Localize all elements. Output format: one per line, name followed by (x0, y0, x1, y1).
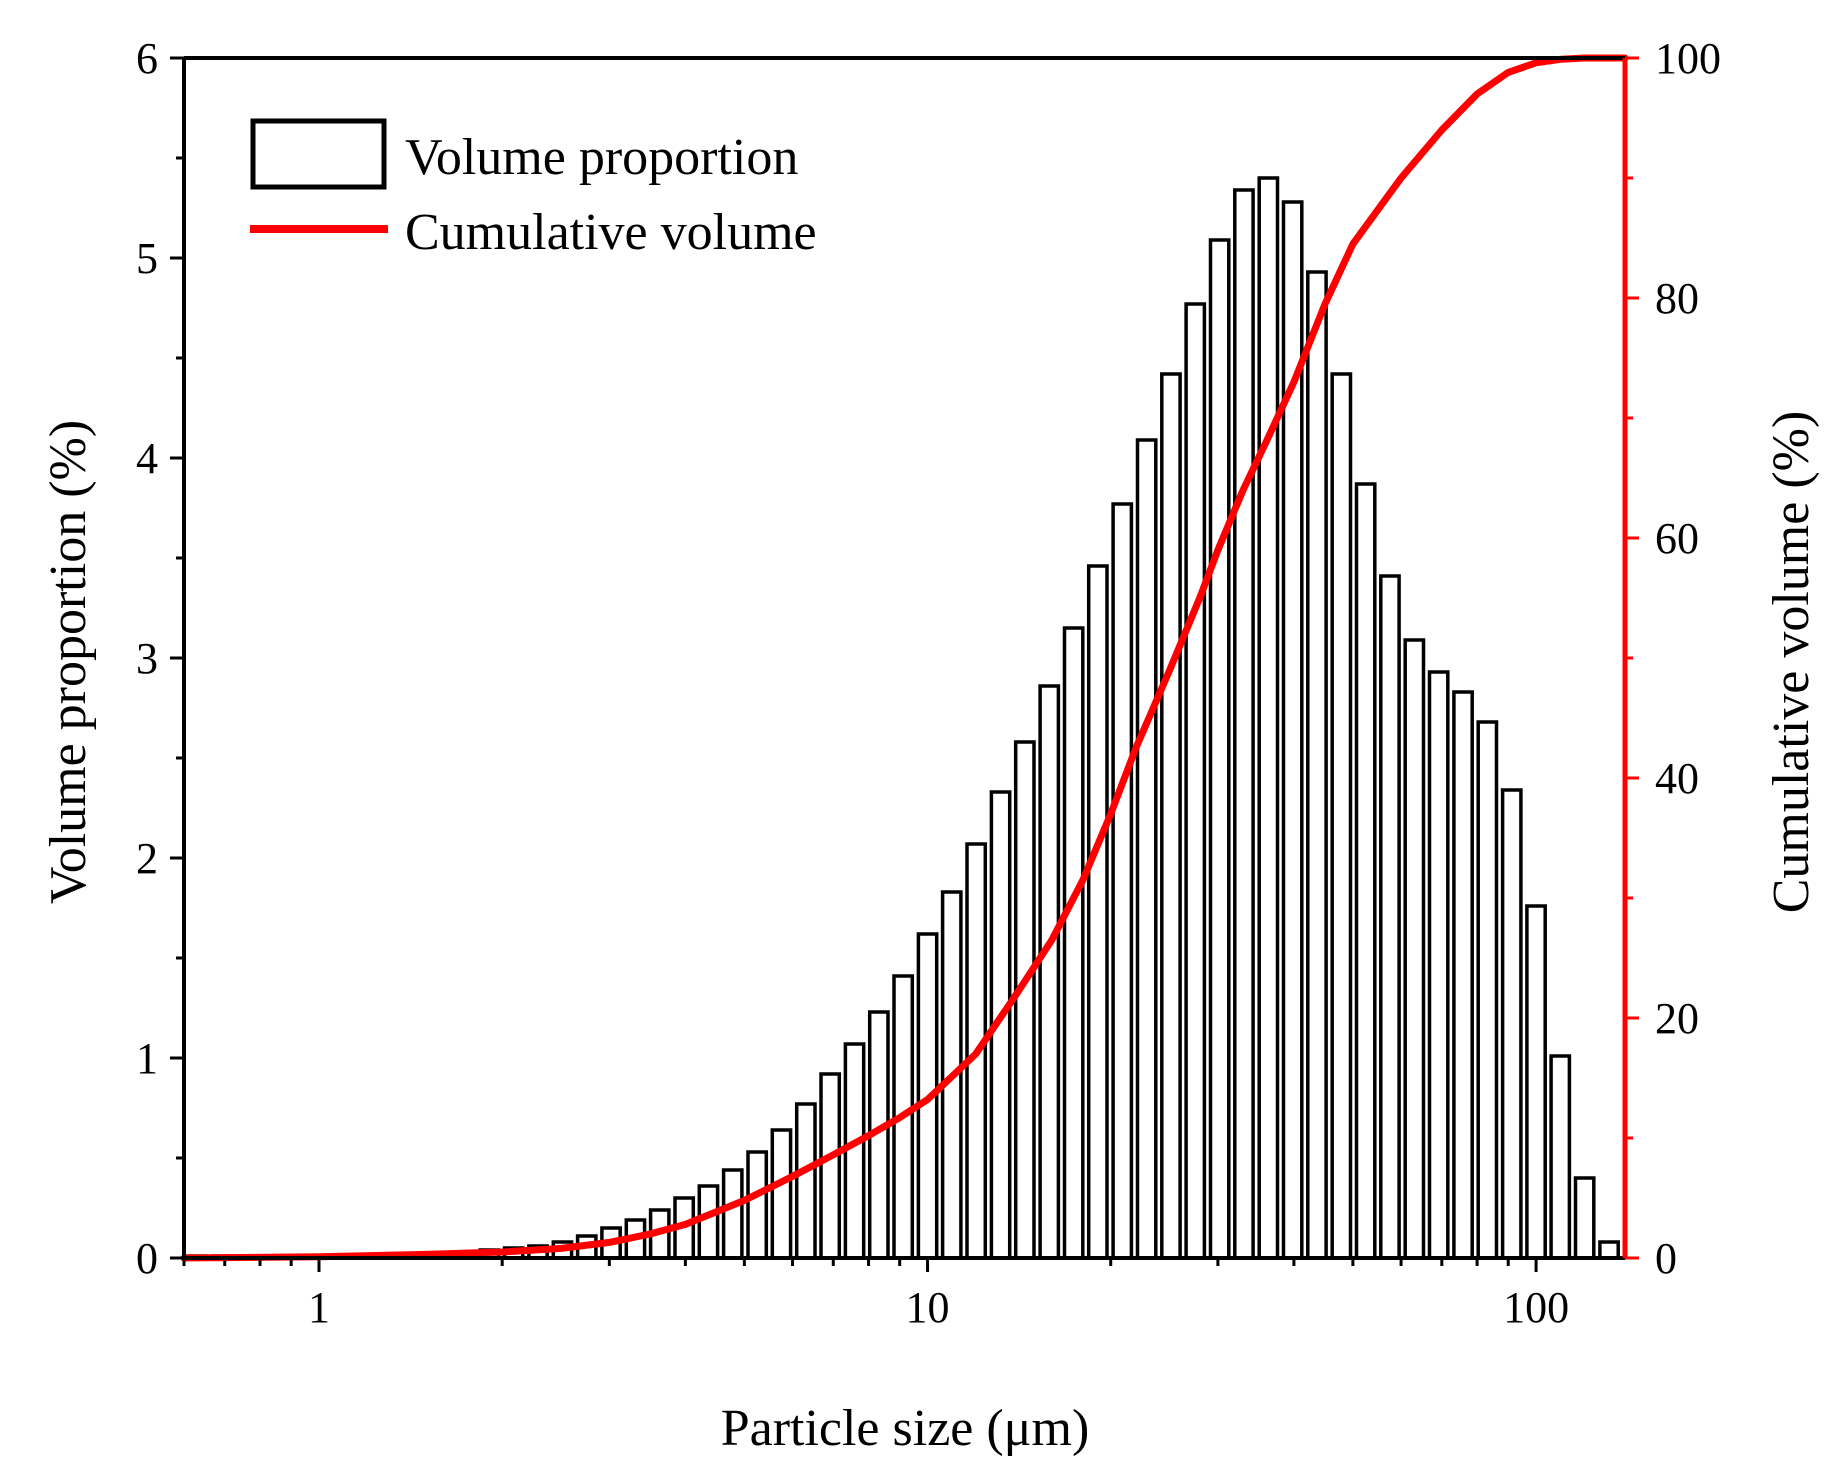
y-tick-label: 2 (136, 834, 158, 883)
bars-layer (186, 176, 1620, 1260)
bar (1354, 482, 1377, 1260)
y2-tick-label: 40 (1655, 754, 1699, 803)
y-tick-label: 5 (136, 234, 158, 283)
bar (1062, 626, 1085, 1260)
y-tick-label: 3 (136, 634, 158, 683)
bar (1452, 690, 1474, 1260)
y2-tick-label: 0 (1655, 1234, 1677, 1283)
cumulative-line-layer (180, 54, 1629, 1262)
bar (770, 1128, 793, 1260)
bar (819, 1072, 842, 1260)
bar (1500, 788, 1523, 1260)
bar (794, 1102, 817, 1260)
y2-tick-label: 100 (1655, 34, 1721, 83)
bar (843, 1042, 866, 1260)
legend-label-volume-proportion: Volume proportion (405, 129, 798, 186)
bar (1013, 740, 1036, 1260)
bar (1379, 574, 1401, 1260)
bar (1160, 372, 1182, 1260)
bar (1086, 564, 1109, 1260)
bar (1257, 176, 1280, 1260)
y-tick-label: 4 (136, 434, 158, 483)
legend-bar-swatch (250, 118, 387, 190)
bar (1549, 1054, 1572, 1260)
y2-tick-label: 60 (1655, 514, 1699, 563)
bar (1476, 720, 1499, 1260)
bar (1598, 1240, 1620, 1260)
y-tick-label: 6 (136, 34, 158, 83)
y-axis-title: Volume proportion (%) (40, 420, 97, 904)
x-tick-label: 1 (308, 1283, 330, 1332)
bar (1330, 372, 1353, 1260)
bar (1184, 302, 1207, 1260)
bar (746, 1150, 769, 1260)
y2-axis-title: Cumulative volume (%) (1763, 411, 1820, 914)
bar (1233, 188, 1255, 1260)
legend-label-cumulative-volume: Cumulative volume (405, 204, 817, 261)
bar (697, 1184, 720, 1260)
y2-tick-label: 20 (1655, 994, 1699, 1043)
bar (1135, 438, 1158, 1260)
bar (721, 1168, 744, 1260)
bar (1306, 270, 1328, 1260)
legend: Volume proportion Cumulative volume (250, 118, 817, 261)
bar (1038, 684, 1061, 1260)
bar (1573, 1176, 1596, 1260)
bar (1403, 638, 1426, 1260)
x-tick-label: 10 (906, 1283, 950, 1332)
cumulative-volume-line (180, 54, 1629, 1262)
x-tick-label: 100 (1503, 1283, 1569, 1332)
bar (1111, 502, 1134, 1260)
y-tick-label: 0 (136, 1234, 158, 1283)
bar (1525, 904, 1547, 1260)
y-tick-label: 1 (136, 1034, 158, 1083)
x-axis-title: Particle size (μm) (721, 1400, 1090, 1457)
bar (1208, 238, 1231, 1260)
bar (1427, 670, 1450, 1260)
y2-tick-label: 80 (1655, 274, 1699, 323)
